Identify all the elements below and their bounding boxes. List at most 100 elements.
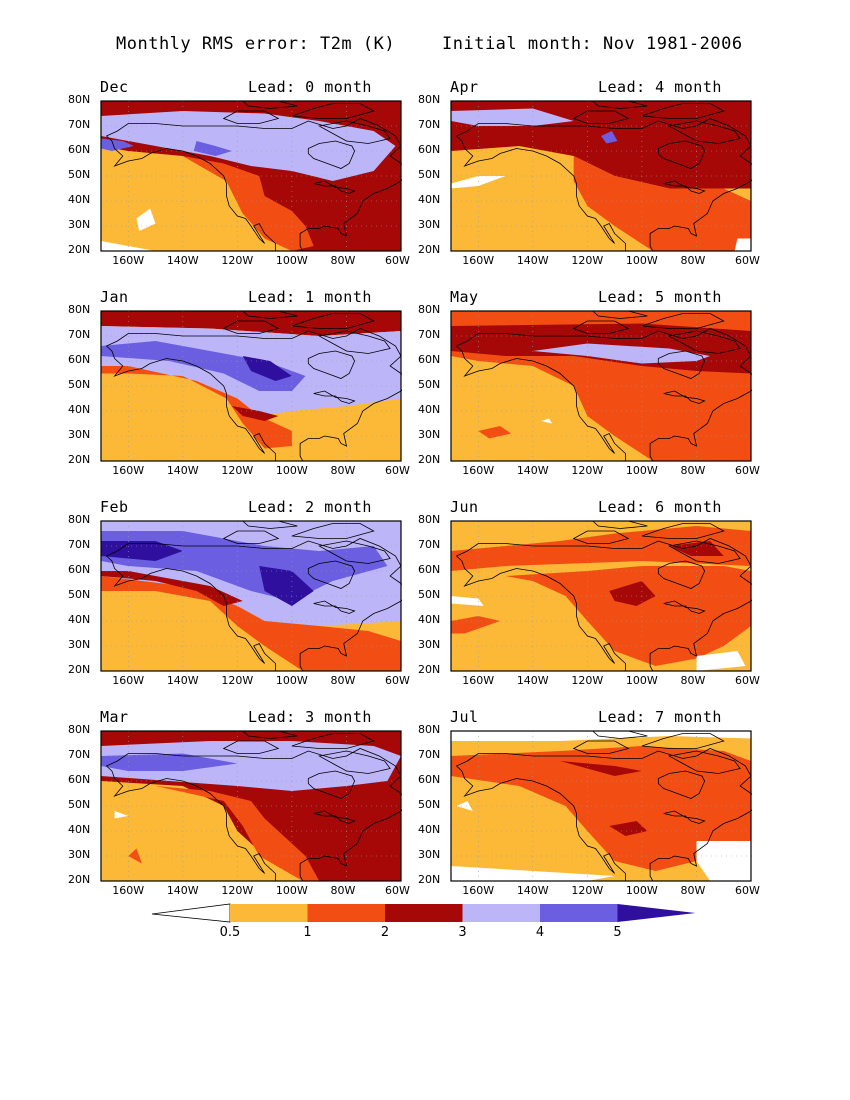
x-tick-label: 140W: [166, 674, 199, 687]
panel-lead-label: Lead: 3 month: [248, 708, 372, 726]
y-tick-label: 20N: [418, 663, 441, 676]
x-tick-label: 160W: [112, 254, 145, 267]
map-panel-jan: [100, 310, 402, 462]
panel-month-label: May: [450, 288, 479, 306]
y-tick-label: 70N: [68, 118, 91, 131]
x-tick-label: 100W: [625, 254, 658, 267]
y-tick-label: 60N: [68, 773, 91, 786]
colorbar-tick-label: 4: [536, 925, 544, 940]
x-tick-label: 120W: [221, 464, 254, 477]
panel-lead-label: Lead: 4 month: [598, 78, 722, 96]
contour-region: [451, 616, 501, 634]
y-tick-label: 70N: [68, 538, 91, 551]
y-tick-label: 80N: [418, 303, 441, 316]
coastline: [668, 540, 741, 564]
x-tick-label: 120W: [571, 884, 604, 897]
coastline: [455, 538, 752, 672]
y-tick-label: 80N: [68, 93, 91, 106]
y-tick-label: 30N: [68, 428, 91, 441]
map-panel-jul: [450, 730, 752, 882]
coastline: [318, 750, 391, 774]
coastline: [572, 110, 630, 124]
coastline: [291, 523, 375, 539]
map-panel-mar: [100, 730, 402, 882]
contour-region: [601, 131, 618, 144]
colorbar-segment: [385, 904, 463, 922]
x-tick-label: 140W: [516, 674, 549, 687]
plot-frame: [100, 730, 402, 882]
x-tick-label: 80W: [680, 674, 706, 687]
contour-region: [734, 238, 751, 251]
contour-region: [193, 141, 232, 156]
coastline: [641, 733, 725, 749]
colorbar-tick-label: 5: [613, 925, 621, 940]
plot-frame: [450, 100, 752, 252]
y-tick-label: 40N: [418, 193, 441, 206]
x-tick-label: 100W: [625, 884, 658, 897]
coastline: [657, 770, 706, 799]
y-tick-label: 20N: [418, 873, 441, 886]
y-tick-label: 80N: [418, 513, 441, 526]
contour-region: [451, 596, 484, 606]
y-tick-label: 50N: [418, 168, 441, 181]
contour-region: [101, 311, 401, 336]
y-tick-label: 20N: [68, 243, 91, 256]
y-tick-label: 30N: [418, 218, 441, 231]
y-tick-label: 20N: [418, 453, 441, 466]
coastline: [222, 320, 280, 334]
coastline: [318, 330, 391, 354]
map-plot: [450, 310, 752, 462]
figure-title-right: Initial month: Nov 1981-2006: [442, 34, 743, 54]
contour-region: [242, 356, 292, 381]
coastline: [307, 560, 356, 589]
coastline: [657, 560, 706, 589]
contour-region: [128, 848, 142, 864]
contour-region: [696, 841, 751, 881]
y-tick-label: 50N: [418, 798, 441, 811]
y-tick-label: 20N: [68, 873, 91, 886]
x-tick-label: 140W: [516, 254, 549, 267]
panel-month-label: Jun: [450, 498, 479, 516]
x-tick-label: 60W: [735, 464, 760, 477]
coastline: [657, 350, 706, 379]
plot-frame: [450, 520, 752, 672]
x-tick-label: 60W: [735, 884, 760, 897]
x-tick-label: 120W: [221, 674, 254, 687]
y-tick-label: 40N: [418, 403, 441, 416]
coastline: [663, 390, 706, 404]
colorbar-tick-label: 0.5: [220, 925, 241, 940]
x-tick-label: 160W: [462, 254, 495, 267]
coastline: [641, 523, 725, 539]
y-tick-label: 70N: [418, 118, 441, 131]
y-tick-label: 60N: [418, 143, 441, 156]
y-tick-label: 80N: [68, 303, 91, 316]
map-plot: [100, 520, 402, 672]
figure-title-left: Monthly RMS error: T2m (K): [116, 34, 396, 54]
colorbar-segment: [462, 904, 540, 922]
coastline: [572, 530, 630, 544]
plot-frame: [100, 100, 402, 252]
colorbar-segment: [540, 904, 618, 922]
x-tick-label: 120W: [571, 464, 604, 477]
contour-region: [560, 761, 642, 776]
map-plot: [100, 100, 402, 252]
contour-region: [573, 156, 751, 251]
coastline: [641, 313, 725, 329]
coastline: [313, 810, 356, 824]
y-tick-label: 40N: [68, 823, 91, 836]
y-tick-label: 70N: [418, 748, 441, 761]
y-tick-label: 30N: [68, 638, 91, 651]
panel-month-label: Mar: [100, 708, 129, 726]
contour-region: [114, 811, 129, 819]
x-tick-label: 100W: [625, 464, 658, 477]
x-tick-label: 160W: [462, 884, 495, 897]
panel-lead-label: Lead: 1 month: [248, 288, 372, 306]
contour-region: [101, 341, 306, 391]
coastline: [291, 103, 375, 119]
panel-lead-label: Lead: 5 month: [598, 288, 722, 306]
y-tick-label: 30N: [68, 218, 91, 231]
panel-month-label: Apr: [450, 78, 479, 96]
y-tick-label: 70N: [418, 538, 441, 551]
panel-month-label: Jan: [100, 288, 129, 306]
coastline: [663, 810, 706, 824]
